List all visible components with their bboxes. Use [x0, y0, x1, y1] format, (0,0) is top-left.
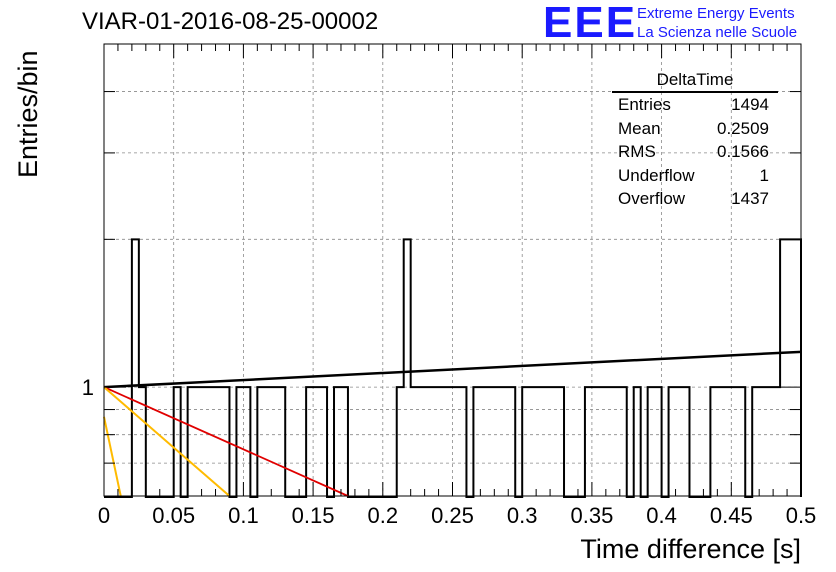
fit-line-red: [103, 386, 349, 497]
fit-line-orange-steep: [103, 416, 122, 497]
fit-curves: [103, 350, 802, 497]
y-axis-label: Entries/bin: [13, 50, 43, 178]
x-tick-label: 0.35: [570, 503, 613, 528]
logo-line-2: La Scienza nelle Scuole: [637, 24, 798, 41]
chart-title: VIAR-01-2016-08-25-00002: [82, 8, 379, 35]
x-axis-label: Time difference [s]: [580, 534, 801, 564]
stats-label: Mean: [618, 118, 661, 138]
stats-row-rms: RMS 0.1566: [612, 140, 778, 164]
stats-row-mean: Mean 0.2509: [612, 117, 778, 141]
x-tick-label: 0.1: [228, 503, 259, 528]
stats-row-entries: Entries 1494: [612, 93, 778, 117]
x-tick-label: 0.15: [292, 503, 335, 528]
logo-line-1: Extreme Energy Events: [637, 5, 795, 22]
x-tick-label: 0.05: [152, 503, 195, 528]
stats-label: RMS: [618, 142, 656, 161]
x-tick-label: 0.4: [646, 503, 677, 528]
x-tick-label: 0: [98, 503, 110, 528]
eee-logo-text: Extreme Energy Events La Scienza nelle S…: [637, 4, 797, 42]
stats-label: Entries: [618, 95, 671, 114]
fit-line-flat: [103, 350, 802, 389]
eee-logo: EEE: [543, 0, 638, 47]
histogram-outline: [104, 238, 802, 498]
histogram-bars: [104, 238, 802, 498]
stats-value: 1494: [731, 95, 769, 114]
x-tick-label: 0.3: [507, 503, 538, 528]
stats-value: 1: [759, 165, 769, 185]
stats-label: Underflow: [618, 165, 695, 185]
y-tick-label: 1: [82, 375, 94, 400]
stats-value: 1437: [731, 189, 769, 208]
y-tick-labels: 1: [82, 375, 94, 400]
x-tick-label: 0.5: [786, 503, 817, 528]
stats-value: 0.1566: [717, 142, 769, 161]
fit-line-orange: [103, 386, 231, 497]
stats-box: DeltaTime Entries 1494 Mean 0.2509 RMS 0…: [612, 70, 778, 211]
x-tick-label: 0.45: [710, 503, 753, 528]
stats-row-underflow: Underflow 1: [612, 164, 778, 188]
x-tick-labels: 0 0.05 0.1 0.15 0.2 0.25 0.3 0.35 0.4 0.45 0.5: [98, 503, 816, 528]
stats-title: DeltaTime: [612, 70, 778, 93]
stats-row-overflow: Overflow 1437: [612, 187, 778, 211]
axis-ticks: [103, 44, 802, 496]
stats-label: Overflow: [618, 189, 686, 208]
x-tick-label: 0.25: [431, 503, 474, 528]
x-tick-label: 0.2: [368, 503, 399, 528]
stats-value: 0.2509: [717, 118, 769, 138]
